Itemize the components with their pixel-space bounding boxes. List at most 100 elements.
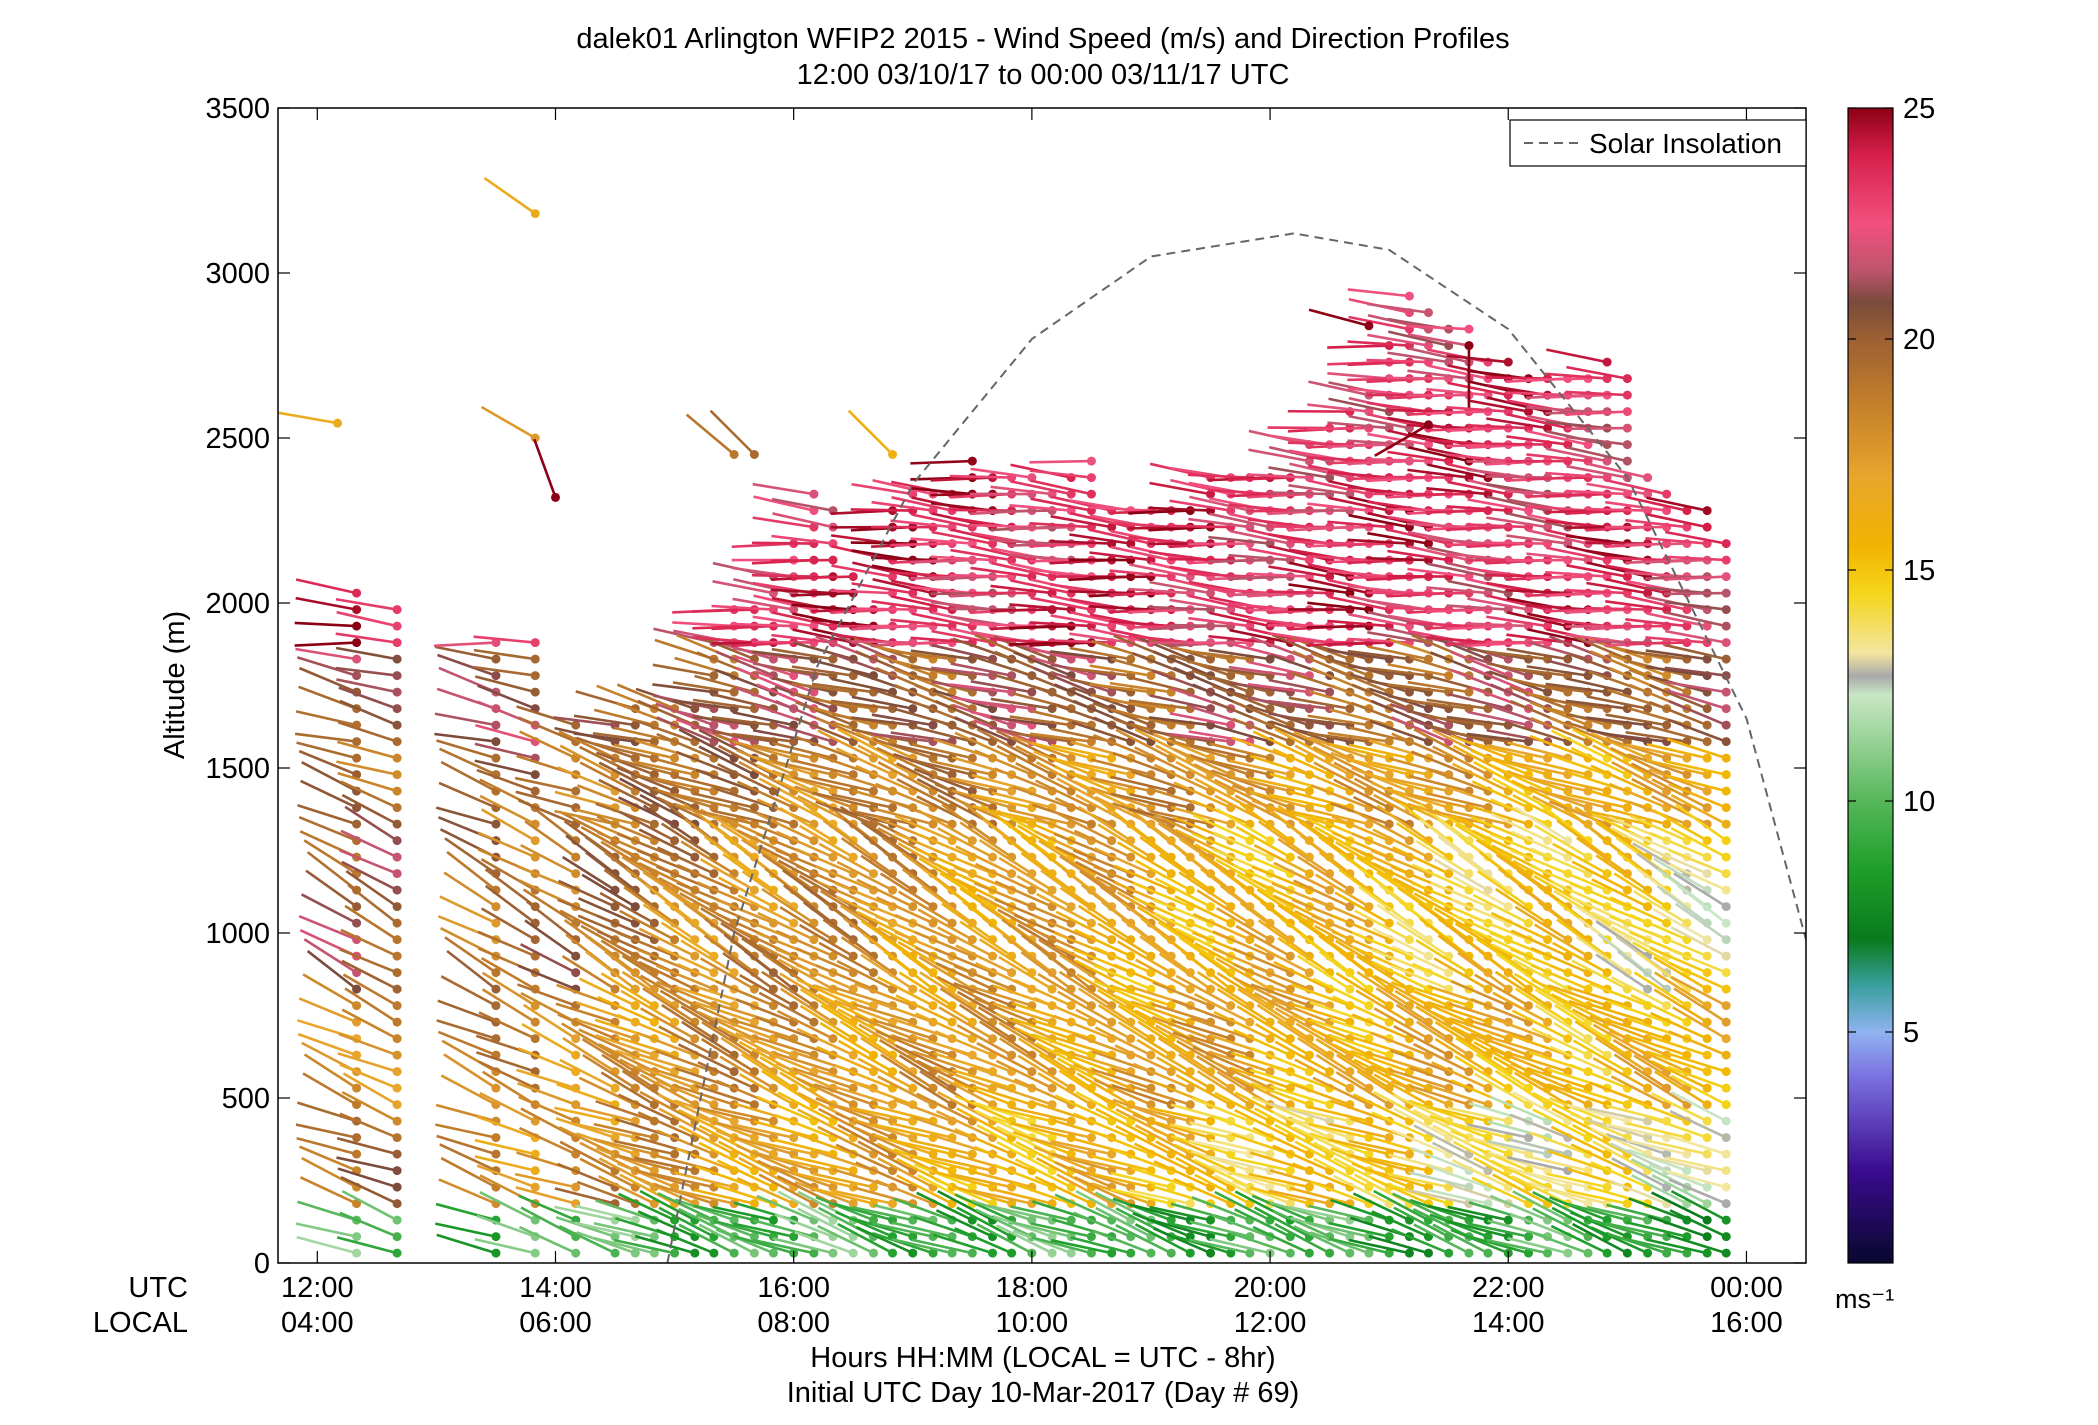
wind-barb-head — [1007, 1248, 1017, 1258]
wind-barb-shaft — [633, 760, 696, 776]
wind-barb-shaft — [1389, 1183, 1450, 1205]
wind-barb-shaft — [896, 778, 953, 809]
wind-barb-shaft — [1050, 515, 1112, 529]
wind-barb-shaft — [1451, 1159, 1509, 1189]
wind-barb-shaft — [712, 693, 774, 710]
wind-barb-shaft — [1432, 1223, 1489, 1255]
wind-barb-shaft — [1228, 665, 1291, 677]
wind-barb-shaft — [855, 1161, 914, 1189]
wind-barb-shaft — [1195, 1055, 1251, 1090]
wind-barb-shaft — [722, 951, 775, 991]
wind-barb-head — [1185, 1083, 1195, 1093]
wind-barb-shaft — [951, 789, 1012, 809]
wind-barb-shaft — [1191, 669, 1251, 694]
wind-barb-shaft — [1415, 1020, 1470, 1057]
wind-barb-shaft — [1466, 732, 1529, 743]
wind-barb-shaft — [1510, 929, 1569, 958]
wind-barb-shaft — [890, 641, 953, 646]
wind-barb-shaft — [1256, 888, 1311, 925]
wind-barb-head — [908, 588, 918, 598]
wind-barb-shaft — [1327, 443, 1390, 448]
wind-barb-shaft — [558, 879, 616, 908]
wind-barb-head — [1345, 1133, 1355, 1143]
wind-barb-head — [1086, 1133, 1096, 1143]
wind-barb-head — [1384, 1232, 1394, 1242]
wind-barb-shaft — [875, 1029, 934, 1057]
wind-barb-head — [1066, 753, 1076, 763]
wind-barb-shaft — [699, 957, 756, 991]
wind-barb-shaft — [1509, 1113, 1569, 1139]
wind-barb-shaft — [792, 1155, 854, 1172]
wind-barb-head — [709, 1100, 719, 1110]
wind-barb-shaft — [733, 805, 795, 826]
wind-barb-head — [1226, 671, 1236, 681]
wind-barb-shaft — [1308, 1204, 1370, 1222]
wind-barb-shaft — [1387, 663, 1449, 677]
wind-barb-shaft — [524, 919, 577, 958]
wind-barb-head — [1483, 1083, 1493, 1093]
wind-barb-shaft — [1033, 914, 1092, 941]
wind-barb-shaft — [772, 1138, 834, 1156]
wind-barb-shaft — [336, 1236, 398, 1255]
wind-barb-shaft — [1049, 540, 1112, 545]
wind-barb-head — [1126, 1248, 1136, 1258]
wind-barb-shaft — [659, 989, 715, 1024]
wind-barb-shaft — [1506, 666, 1568, 677]
wind-barb-shaft — [1097, 988, 1152, 1024]
wind-barb-shaft — [1148, 506, 1211, 512]
wind-barb-shaft — [1073, 780, 1132, 809]
wind-barb-head — [670, 836, 680, 846]
wind-barb-head — [1265, 1067, 1275, 1077]
wind-barb-shaft — [1171, 1019, 1232, 1040]
wind-barb-shaft — [1169, 732, 1231, 743]
wind-barb-head — [828, 555, 838, 565]
wind-barb-head — [1066, 1116, 1076, 1126]
wind-barb-shaft — [910, 585, 973, 595]
wind-barb-shaft — [772, 741, 834, 760]
wind-barb-head — [491, 654, 501, 664]
wind-barb-shaft — [1388, 1153, 1450, 1172]
wind-barb-shaft — [971, 1170, 1033, 1189]
wind-barb-shaft — [976, 727, 1033, 760]
wind-barb-shaft — [1012, 1182, 1072, 1205]
wind-barb-head — [868, 869, 878, 879]
wind-barb-shaft — [953, 964, 1013, 991]
wind-barb-shaft — [699, 858, 756, 892]
wind-barb-head — [1185, 770, 1195, 780]
wind-barb-shaft — [1089, 664, 1152, 677]
wind-barb-shaft — [1210, 723, 1271, 743]
wind-barb-shaft — [1128, 509, 1191, 515]
wind-barb-shaft — [1150, 1218, 1211, 1238]
wind-barb-head — [392, 753, 402, 763]
wind-barb-shaft — [811, 682, 874, 694]
wind-barb-shaft — [1192, 1045, 1251, 1073]
wind-barb-shaft — [1467, 1222, 1529, 1238]
wind-barb-shaft — [436, 1233, 497, 1255]
wind-barb-head — [967, 786, 977, 796]
wind-barb-shaft — [1391, 732, 1450, 760]
wind-barb-shaft — [1433, 858, 1489, 892]
wind-barb-shaft — [738, 760, 795, 793]
wind-barb-shaft — [1111, 1084, 1172, 1106]
wind-barb-head — [392, 1067, 402, 1077]
wind-barb-shaft — [1130, 1166, 1191, 1189]
wind-barb-shaft — [1034, 1175, 1092, 1205]
wind-barb-shaft — [1310, 1231, 1370, 1255]
wind-barb-shaft — [995, 1059, 1053, 1090]
wind-barb-head — [1185, 1100, 1195, 1110]
wind-barb-shaft — [739, 973, 795, 1007]
wind-barb-shaft — [593, 1236, 655, 1255]
wind-barb-head — [1245, 1248, 1255, 1258]
wind-barb-shaft — [753, 743, 815, 760]
wind-barb-shaft — [596, 1146, 655, 1172]
wind-barb-shaft — [1169, 1123, 1232, 1139]
wind-barb-head — [848, 1100, 858, 1110]
wind-barb-shaft — [576, 736, 636, 760]
wind-barb-shaft — [437, 999, 497, 1024]
wind-barb-head — [352, 654, 362, 664]
wind-barb-shaft — [444, 936, 497, 974]
wind-barb-shaft — [559, 1058, 616, 1090]
wind-barb-shaft — [295, 710, 357, 727]
wind-barb-shaft — [574, 1122, 636, 1139]
wind-barb-shaft — [1446, 405, 1509, 413]
